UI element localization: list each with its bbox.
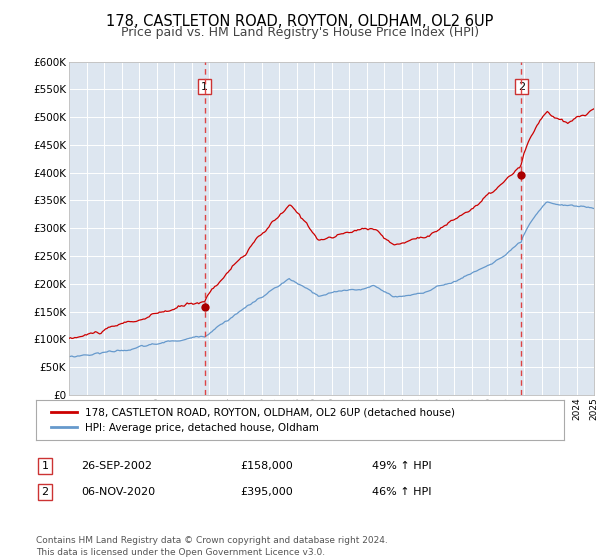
Text: 26-SEP-2002: 26-SEP-2002	[81, 461, 152, 471]
Text: 46% ↑ HPI: 46% ↑ HPI	[372, 487, 431, 497]
Text: £395,000: £395,000	[240, 487, 293, 497]
Text: 49% ↑ HPI: 49% ↑ HPI	[372, 461, 431, 471]
Text: Contains HM Land Registry data © Crown copyright and database right 2024.
This d: Contains HM Land Registry data © Crown c…	[36, 536, 388, 557]
Text: 06-NOV-2020: 06-NOV-2020	[81, 487, 155, 497]
Text: £158,000: £158,000	[240, 461, 293, 471]
Text: 2: 2	[41, 487, 49, 497]
Text: Price paid vs. HM Land Registry's House Price Index (HPI): Price paid vs. HM Land Registry's House …	[121, 26, 479, 39]
Text: 178, CASTLETON ROAD, ROYTON, OLDHAM, OL2 6UP: 178, CASTLETON ROAD, ROYTON, OLDHAM, OL2…	[106, 14, 494, 29]
Text: 1: 1	[41, 461, 49, 471]
Legend: 178, CASTLETON ROAD, ROYTON, OLDHAM, OL2 6UP (detached house), HPI: Average pric: 178, CASTLETON ROAD, ROYTON, OLDHAM, OL2…	[46, 403, 459, 437]
Text: 2: 2	[518, 82, 525, 92]
Text: 1: 1	[201, 82, 208, 92]
